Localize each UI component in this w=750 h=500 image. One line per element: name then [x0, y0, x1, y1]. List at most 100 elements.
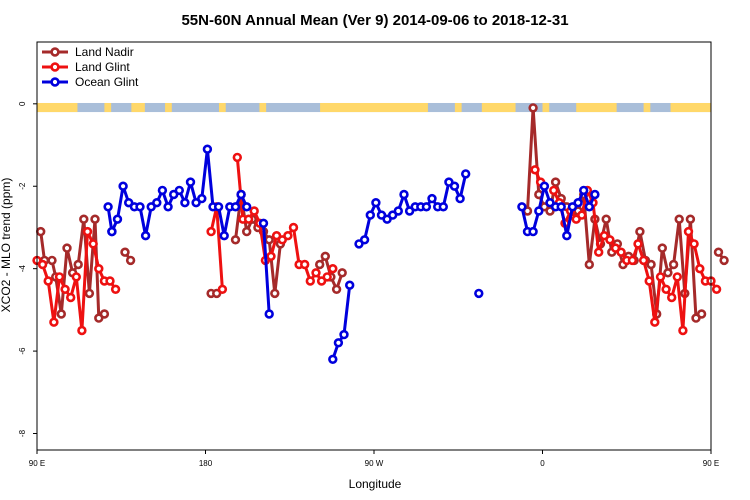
data-point	[573, 198, 583, 208]
land-patch	[320, 102, 428, 113]
axes-layer: 90 E 180 90 W 0 90 E 0 -2 -4 -6 -8	[18, 101, 719, 468]
data-point	[217, 284, 228, 294]
data-point	[185, 177, 196, 187]
data-point	[616, 247, 626, 257]
data-point	[438, 202, 448, 212]
data-point	[328, 264, 338, 274]
data-point	[103, 202, 113, 212]
data-point	[421, 202, 432, 212]
data-point	[528, 103, 538, 113]
data-point	[79, 214, 89, 224]
legend-label: Land Glint	[75, 60, 130, 74]
data-point	[82, 226, 93, 237]
y-tick-label: -4	[18, 265, 27, 273]
data-point	[322, 272, 332, 282]
series-line	[331, 285, 352, 360]
x-axis-label: Longitude	[349, 477, 402, 491]
data-point	[359, 235, 370, 245]
data-point	[668, 259, 679, 270]
data-point	[305, 276, 315, 286]
data-point	[110, 284, 121, 294]
data-point	[270, 288, 280, 299]
data-point	[455, 193, 465, 204]
data-point	[672, 272, 682, 282]
data-point	[663, 268, 673, 278]
data-point	[258, 218, 269, 229]
data-point	[264, 235, 274, 245]
data-point	[683, 226, 694, 237]
data-point	[584, 259, 594, 270]
data-point	[232, 152, 243, 163]
series-land-glint	[32, 152, 722, 336]
data-point	[266, 251, 276, 261]
data-point	[539, 181, 550, 191]
land-patch	[643, 102, 651, 113]
data-point	[105, 276, 115, 286]
data-point	[601, 214, 611, 224]
data-point	[517, 202, 527, 212]
data-point	[73, 259, 83, 270]
data-point	[550, 177, 561, 187]
data-point	[635, 226, 645, 237]
data-point	[427, 193, 437, 204]
data-point	[163, 202, 173, 212]
data-point	[219, 231, 229, 241]
data-point	[140, 231, 151, 241]
chart-title: 55N-60N Annual Mean (Ver 9) 2014-09-06 t…	[181, 12, 568, 29]
y-tick-label: -8	[18, 429, 27, 437]
data-point	[202, 144, 213, 154]
data-point	[650, 317, 660, 327]
data-point	[713, 247, 724, 257]
data-point	[449, 181, 460, 191]
data-point	[315, 259, 325, 270]
data-point	[56, 309, 66, 319]
legend-marker	[50, 62, 60, 72]
data-point	[657, 243, 667, 253]
data-point	[328, 354, 338, 364]
data-point	[674, 214, 684, 224]
series-ocean-glint	[103, 144, 600, 364]
data-point	[638, 255, 649, 266]
data-point	[685, 214, 696, 224]
data-point	[118, 181, 128, 191]
land-mask-band	[37, 102, 711, 113]
data-point	[399, 189, 409, 200]
data-point	[47, 255, 57, 266]
data-point	[627, 255, 638, 266]
data-point	[393, 206, 403, 216]
data-point	[152, 198, 162, 208]
data-point	[578, 185, 589, 196]
data-point	[661, 284, 671, 294]
data-point	[243, 214, 254, 224]
data-point	[590, 189, 600, 200]
x-tick-label: 180	[199, 459, 213, 468]
data-point	[197, 193, 207, 204]
data-point	[605, 235, 615, 245]
data-point	[236, 189, 246, 200]
data-point	[125, 255, 136, 266]
data-point	[320, 251, 330, 261]
data-point	[213, 202, 224, 212]
land-patch	[165, 102, 172, 113]
land-patch	[542, 102, 550, 113]
data-point	[230, 235, 241, 245]
data-point	[371, 198, 381, 208]
data-point	[534, 206, 544, 216]
data-point	[584, 202, 594, 212]
data-point	[112, 214, 123, 224]
data-point	[180, 198, 190, 208]
data-point	[90, 214, 100, 224]
data-point	[43, 276, 53, 286]
x-tick-label: 90 W	[365, 459, 384, 468]
land-patch	[37, 102, 78, 113]
data-point	[174, 185, 185, 196]
data-point	[461, 169, 471, 179]
data-point	[49, 317, 59, 327]
data-point	[696, 309, 707, 319]
data-point	[339, 329, 349, 340]
data-point	[283, 231, 293, 241]
legend-marker	[50, 47, 60, 57]
x-tick-label: 90 E	[703, 459, 719, 468]
